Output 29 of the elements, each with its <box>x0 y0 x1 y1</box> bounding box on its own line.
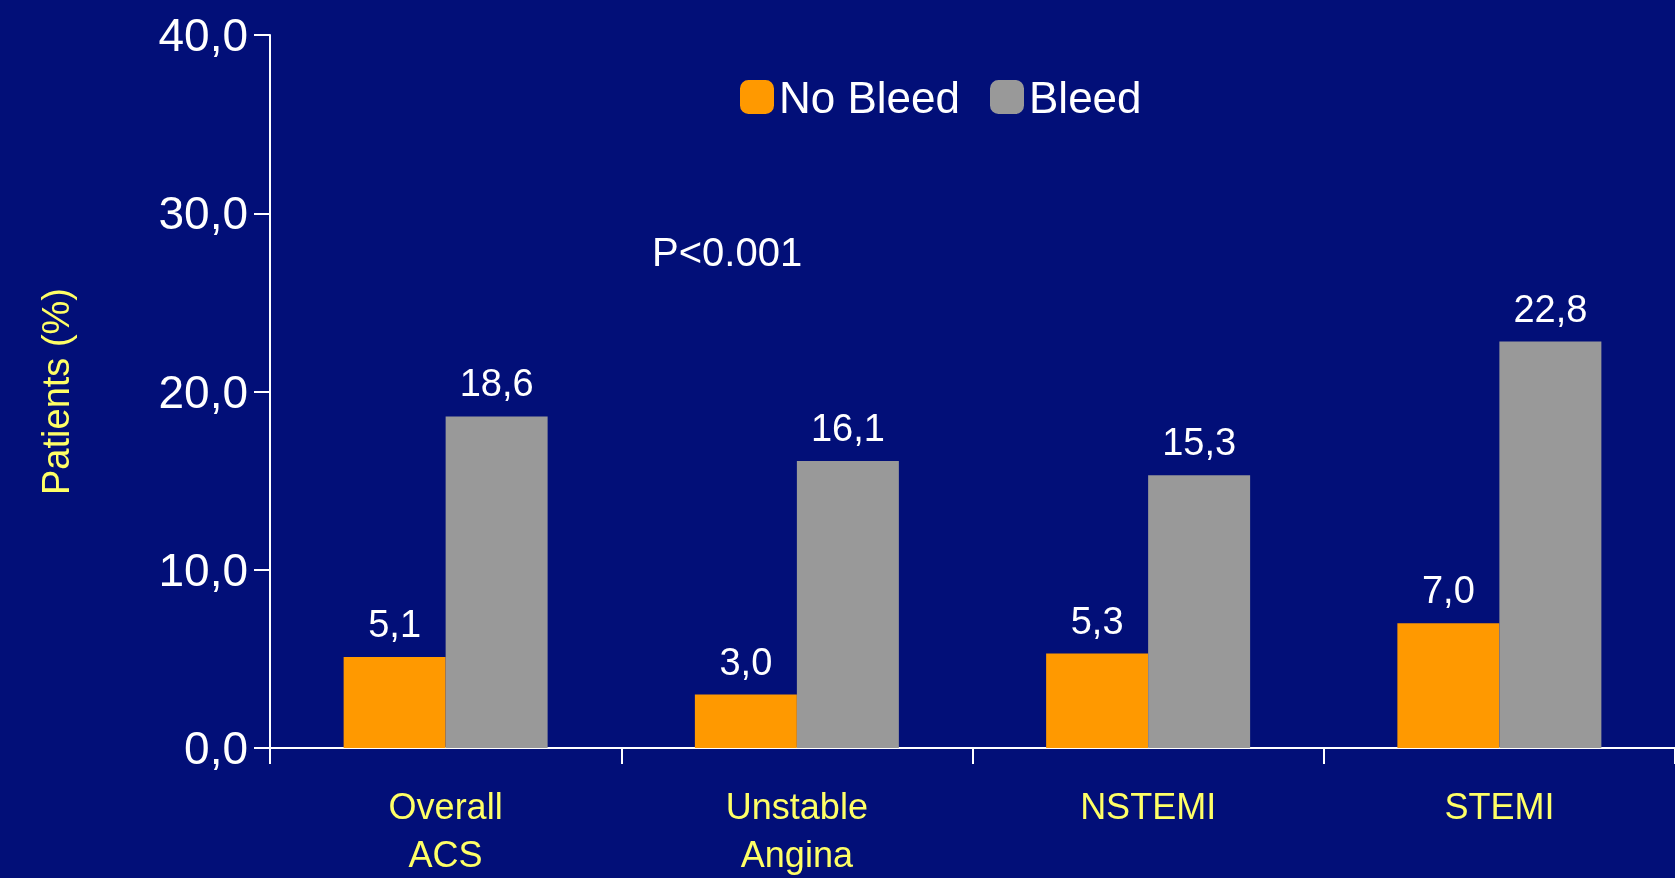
bar <box>1397 623 1500 748</box>
x-tick-label: STEMI <box>1444 785 1555 827</box>
data-label: 15,3 <box>1162 421 1237 464</box>
data-label: 5,1 <box>368 603 422 646</box>
data-label: 3,0 <box>719 640 773 683</box>
y-tick-label: 30,0 <box>158 187 248 240</box>
data-label: 22,8 <box>1513 287 1588 330</box>
bar <box>796 461 899 748</box>
legend-label: No Bleed <box>779 72 961 122</box>
legend-label: Bleed <box>1029 72 1142 122</box>
y-tick-label: 10,0 <box>158 543 248 596</box>
bar <box>1046 653 1149 748</box>
y-axis-title: Patients (%) <box>35 288 77 495</box>
data-label: 16,1 <box>810 407 885 450</box>
y-tick-label: 40,0 <box>158 9 248 61</box>
y-tick-label: 20,0 <box>158 365 248 418</box>
data-label: 7,0 <box>1421 569 1475 612</box>
bar <box>1499 341 1602 748</box>
data-label: 18,6 <box>459 362 534 405</box>
bar <box>1148 475 1251 748</box>
annotation: P<0.001 <box>652 230 803 274</box>
x-tick-label: Unstable Angina <box>725 785 868 875</box>
bar <box>694 694 797 748</box>
data-label: 5,3 <box>1070 599 1124 642</box>
bar <box>445 416 548 748</box>
x-tick-label: NSTEMI <box>1080 785 1217 827</box>
y-tick-label: 0,0 <box>184 722 248 774</box>
x-tick-label: Overall ACS <box>388 785 503 875</box>
bar <box>343 657 446 748</box>
